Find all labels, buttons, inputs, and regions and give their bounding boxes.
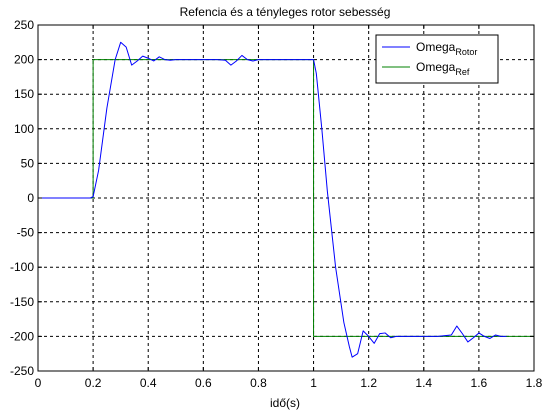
x-tick-label: 1.8 xyxy=(526,376,543,390)
x-tick-label: 1.2 xyxy=(360,376,377,390)
y-tick-label: 250 xyxy=(14,18,34,32)
x-tick-label: 0 xyxy=(35,376,42,390)
x-tick-label: 0.8 xyxy=(250,376,267,390)
y-tick-label: 0 xyxy=(27,191,34,205)
y-tick-label: 100 xyxy=(14,122,34,136)
y-tick-labels: -250 -200 -150 -100 -50 0 50 100 150 200 250 xyxy=(10,18,34,378)
x-tick-label: 0.4 xyxy=(140,376,157,390)
x-tick-label: 0.2 xyxy=(85,376,102,390)
x-tick-label: 1.6 xyxy=(471,376,488,390)
y-tick-label: 150 xyxy=(14,87,34,101)
y-tick-label: 200 xyxy=(14,53,34,67)
chart-title: Refencia és a tényleges rotor sebesség xyxy=(180,5,391,19)
x-tick-label: 1 xyxy=(310,376,317,390)
x-tick-label: 1.4 xyxy=(415,376,432,390)
x-tick-labels: 0 0.2 0.4 0.6 0.8 1 1.2 1.4 1.6 1.8 xyxy=(35,376,543,390)
series-line-rotor xyxy=(38,41,507,358)
y-tick-label: 50 xyxy=(21,156,35,170)
x-axis-label: idő(s) xyxy=(270,396,300,410)
ticks xyxy=(37,24,535,372)
legend-box xyxy=(375,34,499,84)
x-tick-label: 0.6 xyxy=(195,376,212,390)
y-tick-label: -150 xyxy=(10,295,34,309)
legend-label: OmegaRef xyxy=(416,60,470,77)
legend-label: OmegaRotor xyxy=(416,40,477,57)
y-tick-label: -50 xyxy=(17,226,35,240)
y-tick-label: -200 xyxy=(10,329,34,343)
legend: OmegaRotor OmegaRef xyxy=(375,34,499,84)
y-tick-label: -250 xyxy=(10,364,34,378)
series-layer xyxy=(38,41,534,358)
y-tick-label: -100 xyxy=(10,260,34,274)
